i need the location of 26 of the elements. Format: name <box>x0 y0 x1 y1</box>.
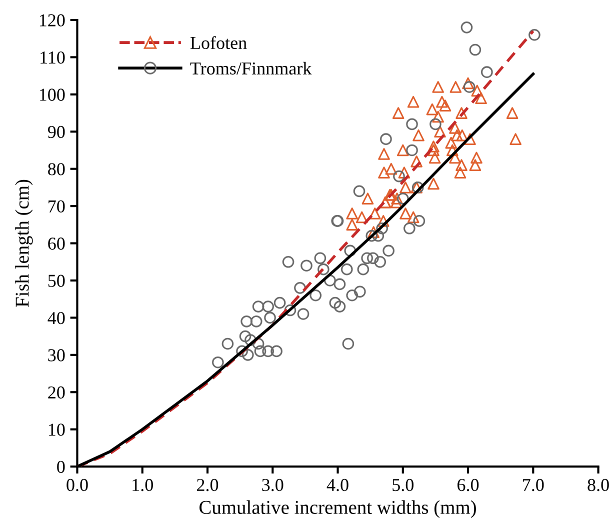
y-tick-label: 80 <box>48 163 65 176</box>
y-tick-label: 70 <box>48 200 65 213</box>
y-tick-label: 10 <box>48 424 65 436</box>
y-tick-label: 120 <box>40 14 65 26</box>
y-tick-label: 100 <box>40 88 65 101</box>
x-axis-title: Cumulative increment widths (mm) <box>200 500 476 518</box>
legend-label: Lofoten <box>190 36 247 50</box>
y-tick-label: 110 <box>40 51 65 64</box>
y-tick-label: 60 <box>48 238 65 250</box>
y-tick-label: 40 <box>48 312 65 324</box>
y-tick-label: 0 <box>57 460 65 474</box>
y-tick-label: 90 <box>48 126 65 138</box>
y-tick-label: 50 <box>48 274 65 287</box>
x-tick-label: 5.0 <box>392 478 414 492</box>
x-tick-label: 7.0 <box>523 478 544 492</box>
x-tick-label: 1.0 <box>132 478 153 492</box>
x-tick-label: 3.0 <box>262 478 284 492</box>
x-tick-label: 4.0 <box>326 478 348 492</box>
y-axis-title: Fish length (cm) <box>15 180 33 307</box>
y-tick-label: 30 <box>48 349 65 362</box>
x-tick-label: 0.0 <box>66 478 88 492</box>
y-tick-label: 20 <box>48 386 65 399</box>
legend-label: Troms/Finnmark <box>190 62 312 75</box>
x-tick-label: 2.0 <box>197 478 218 492</box>
x-tick-label: 8.0 <box>588 478 609 492</box>
x-tick-label: 6.0 <box>458 478 479 492</box>
